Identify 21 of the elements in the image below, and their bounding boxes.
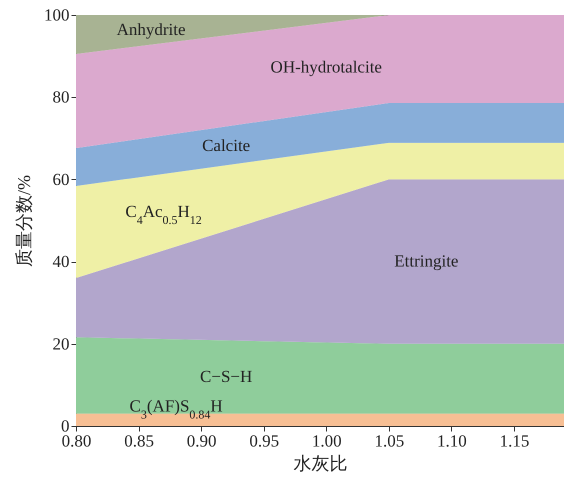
x-tick-label: 1.05 <box>374 432 404 450</box>
y-tick-label: 100 <box>44 6 70 24</box>
series-label: Anhydrite <box>116 20 186 39</box>
series-label: OH-hydrotalcite <box>270 57 382 76</box>
y-tick-label: 40 <box>52 252 70 272</box>
y-tick-label: 80 <box>52 88 70 107</box>
series-label: Ettringite <box>394 252 458 271</box>
y-tick-label: 20 <box>52 334 70 354</box>
x-tick-label: 0.85 <box>124 432 154 450</box>
series-label: C$_{4}$Ac$_{0.5}$H$_{12}$ <box>125 202 202 228</box>
x-tick-label: 0.95 <box>249 432 280 450</box>
x-axis-title: 水灰比 <box>294 454 348 474</box>
y-axis-title: 质量分数/% <box>14 175 34 267</box>
x-tick-label: 1.10 <box>437 432 467 450</box>
series-label: Calcite <box>202 136 250 155</box>
x-tick-label: 1.15 <box>500 432 530 450</box>
series-label: C−S−H <box>200 367 252 386</box>
series-label: C$_{3}$(AF)S$_{0.84}$H <box>130 396 223 422</box>
x-tick-label: 0.90 <box>186 432 217 450</box>
y-tick-label: 60 <box>52 170 70 189</box>
x-tick-label: 1.00 <box>312 432 342 450</box>
